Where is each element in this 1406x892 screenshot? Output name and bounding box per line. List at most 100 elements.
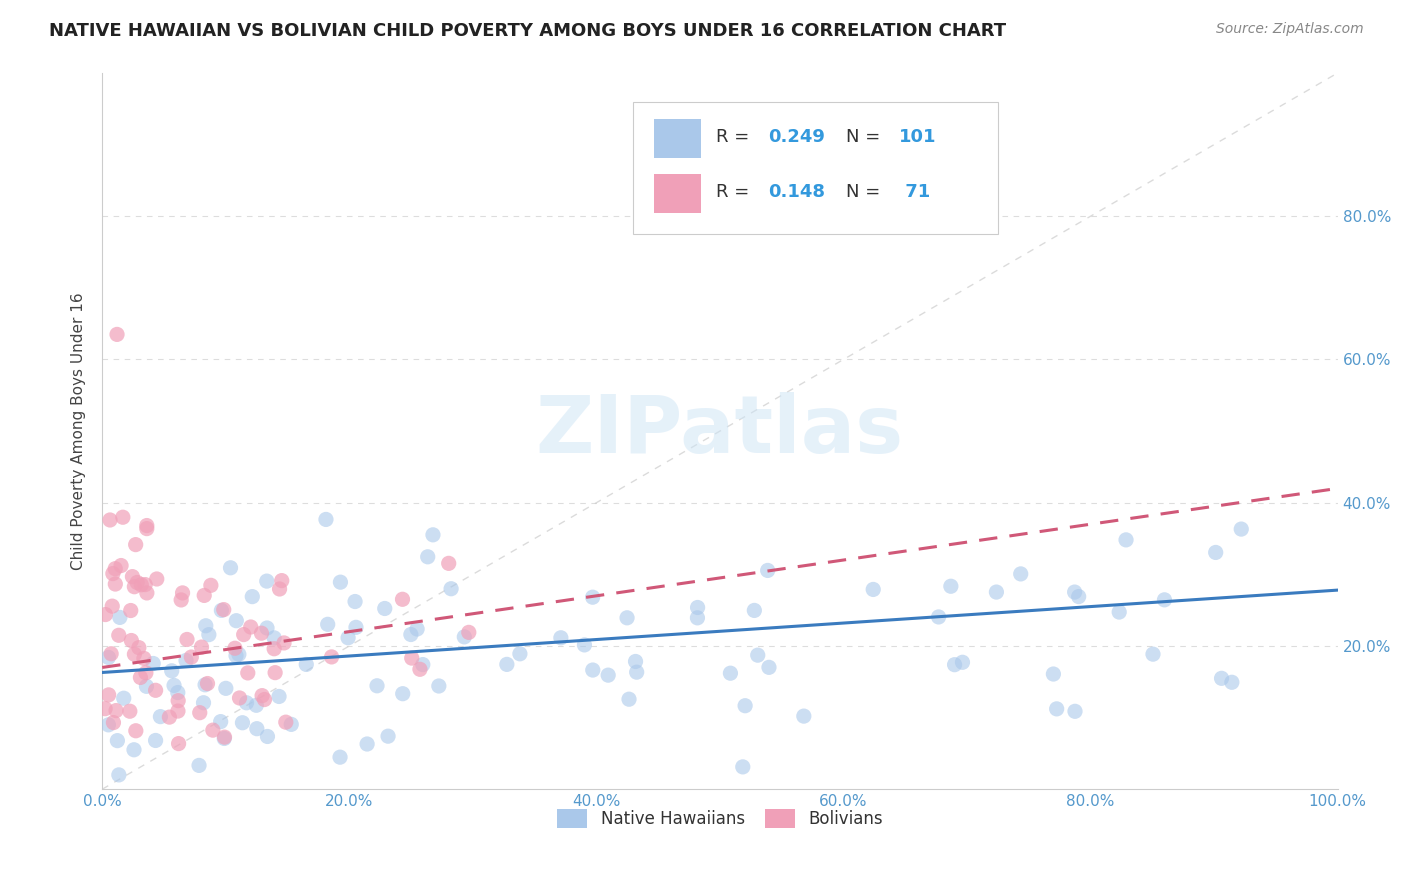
Native Hawaiians — [626, 665, 648, 680]
Bolivians — [167, 693, 190, 707]
Native Hawaiians — [344, 620, 367, 634]
Native Hawaiians — [366, 679, 388, 693]
Native Hawaiians — [194, 678, 217, 692]
Bolivians — [111, 510, 134, 524]
Native Hawaiians — [149, 709, 172, 723]
Native Hawaiians — [1211, 671, 1233, 685]
Bolivians — [274, 715, 297, 730]
Bolivians — [190, 640, 212, 654]
Native Hawaiians — [582, 591, 605, 605]
Bolivians — [200, 578, 222, 592]
Native Hawaiians — [329, 575, 352, 590]
Bolivians — [94, 607, 117, 622]
Native Hawaiians — [231, 715, 253, 730]
Native Hawaiians — [406, 622, 429, 636]
Native Hawaiians — [142, 657, 165, 671]
Native Hawaiians — [939, 579, 962, 593]
Native Hawaiians — [263, 631, 285, 645]
Bolivians — [457, 625, 479, 640]
Bolivians — [103, 715, 125, 730]
Native Hawaiians — [1153, 592, 1175, 607]
Bolivians — [100, 647, 122, 661]
Native Hawaiians — [256, 574, 278, 588]
Native Hawaiians — [399, 627, 422, 641]
Text: Source: ZipAtlas.com: Source: ZipAtlas.com — [1216, 22, 1364, 37]
Bolivians — [118, 704, 141, 718]
Native Hawaiians — [245, 698, 267, 713]
Native Hawaiians — [1064, 704, 1087, 718]
Native Hawaiians — [280, 717, 302, 731]
Bolivians — [170, 593, 193, 607]
Bolivians — [214, 730, 236, 744]
Native Hawaiians — [731, 760, 754, 774]
Native Hawaiians — [509, 647, 531, 661]
Bolivians — [232, 627, 254, 641]
Bolivians — [94, 701, 117, 715]
Native Hawaiians — [616, 611, 638, 625]
Bolivians — [409, 662, 432, 676]
Native Hawaiians — [1115, 533, 1137, 547]
Bolivians — [97, 688, 120, 702]
Native Hawaiians — [356, 737, 378, 751]
Bolivians — [157, 710, 180, 724]
Bolivians — [121, 569, 143, 583]
Native Hawaiians — [198, 627, 221, 641]
Native Hawaiians — [145, 733, 167, 747]
Text: N =: N = — [846, 183, 886, 201]
Native Hawaiians — [219, 561, 242, 575]
Native Hawaiians — [1042, 667, 1064, 681]
Text: 0.148: 0.148 — [768, 183, 825, 201]
Native Hawaiians — [256, 621, 278, 635]
Native Hawaiians — [598, 668, 620, 682]
Native Hawaiians — [1067, 590, 1090, 604]
Native Hawaiians — [256, 730, 278, 744]
Bolivians — [125, 723, 148, 738]
Native Hawaiians — [188, 758, 211, 772]
Bolivians — [253, 692, 276, 706]
Bolivians — [120, 603, 142, 617]
Native Hawaiians — [108, 768, 131, 782]
Native Hawaiians — [440, 582, 463, 596]
Native Hawaiians — [108, 610, 131, 624]
Bolivians — [124, 580, 146, 594]
Bolivians — [135, 586, 157, 600]
Native Hawaiians — [416, 549, 439, 564]
Native Hawaiians — [686, 600, 709, 615]
Native Hawaiians — [793, 709, 815, 723]
Native Hawaiians — [209, 714, 232, 729]
Native Hawaiians — [315, 512, 337, 526]
Bolivians — [120, 633, 142, 648]
Native Hawaiians — [862, 582, 884, 597]
Bolivians — [239, 620, 262, 634]
Bolivians — [167, 737, 190, 751]
Native Hawaiians — [734, 698, 756, 713]
Bolivians — [264, 665, 287, 680]
Native Hawaiians — [112, 691, 135, 706]
Native Hawaiians — [412, 657, 434, 672]
Native Hawaiians — [624, 655, 647, 669]
Bolivians — [172, 586, 194, 600]
Bolivians — [167, 704, 190, 718]
Native Hawaiians — [943, 657, 966, 672]
Native Hawaiians — [295, 657, 318, 672]
Text: N =: N = — [846, 128, 886, 145]
Native Hawaiians — [391, 687, 413, 701]
Bolivians — [128, 640, 150, 655]
Bolivians — [134, 577, 156, 591]
Native Hawaiians — [160, 664, 183, 678]
Text: R =: R = — [716, 128, 755, 145]
Bolivians — [110, 558, 132, 573]
Bolivians — [401, 651, 423, 665]
Bolivians — [212, 602, 235, 616]
Native Hawaiians — [235, 696, 257, 710]
Native Hawaiians — [240, 590, 263, 604]
Native Hawaiians — [1220, 675, 1243, 690]
Bolivians — [124, 538, 146, 552]
Bolivians — [263, 641, 285, 656]
Native Hawaiians — [337, 631, 360, 645]
Native Hawaiians — [166, 685, 188, 699]
Native Hawaiians — [952, 655, 974, 669]
Native Hawaiians — [582, 663, 605, 677]
Native Hawaiians — [225, 648, 247, 663]
Native Hawaiians — [574, 638, 596, 652]
